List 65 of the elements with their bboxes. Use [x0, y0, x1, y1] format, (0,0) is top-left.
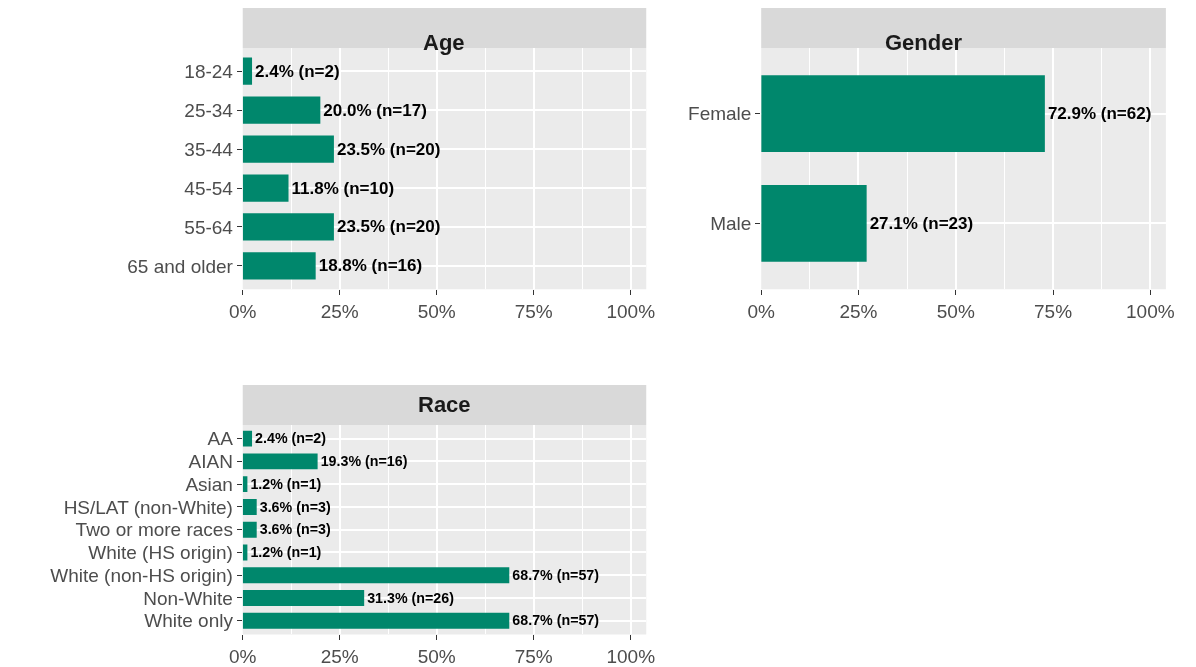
x-tick-label: 50%: [936, 301, 975, 323]
bar: [242, 498, 257, 515]
x-tick-label: 50%: [417, 646, 456, 667]
data-label: 31.3% (n=26): [367, 589, 455, 606]
chart-title: Age: [423, 30, 465, 55]
data-label: 18.8% (n=16): [318, 256, 423, 276]
data-label: 23.5% (n=20): [336, 217, 441, 237]
data-label: 3.6% (n=3): [259, 521, 331, 538]
y-tick-label: 45-54: [184, 177, 234, 199]
data-label: 23.5% (n=20): [336, 139, 441, 159]
x-tick-label: 100%: [1126, 301, 1175, 323]
data-label: 1.2% (n=1): [250, 475, 322, 492]
data-label: 2.4% (n=2): [255, 430, 327, 447]
y-tick-label: White (non-HS origin): [50, 564, 233, 586]
bar: [242, 430, 253, 447]
bar: [242, 521, 257, 538]
x-tick-label: 75%: [514, 301, 553, 323]
data-label: 3.6% (n=3): [259, 498, 331, 515]
y-tick-label: 65 and older: [127, 255, 234, 277]
y-tick-label: White only: [144, 610, 234, 632]
bar: [242, 213, 334, 241]
y-tick-label: AA: [207, 428, 234, 450]
bar: [242, 135, 334, 163]
data-label: 1.2% (n=1): [250, 544, 322, 561]
data-label: 11.8% (n=10): [291, 178, 395, 198]
bar: [242, 174, 289, 202]
y-tick-label: Male: [710, 213, 752, 235]
y-tick-label: 18-24: [184, 60, 234, 82]
y-tick-label: AIAN: [188, 451, 233, 473]
x-tick-label: 25%: [320, 646, 359, 667]
bar: [242, 567, 510, 584]
chart-title: Race: [418, 392, 471, 417]
y-tick-label: Female: [688, 103, 752, 125]
data-label: 68.7% (n=57): [512, 612, 600, 629]
x-tick-label: 0%: [229, 646, 257, 667]
x-tick-label: 100%: [606, 301, 656, 323]
bar: [242, 612, 510, 629]
x-tick-label: 25%: [839, 301, 878, 323]
y-tick-label: 35-44: [184, 138, 234, 160]
x-tick-label: 25%: [320, 301, 359, 323]
data-label: 19.3% (n=16): [320, 452, 408, 469]
bar: [242, 96, 321, 124]
x-tick-label: 0%: [229, 301, 257, 323]
bar: [242, 590, 365, 606]
y-tick-label: Asian: [185, 473, 233, 495]
bar: [242, 453, 318, 470]
bar: [242, 57, 253, 85]
y-tick-label: HS/LAT (non-White): [63, 496, 233, 518]
x-tick-label: 50%: [417, 301, 456, 323]
bar: [242, 252, 316, 280]
data-label: 2.4% (n=2): [255, 61, 340, 81]
y-tick-label: Two or more races: [75, 519, 233, 541]
data-label: 68.7% (n=57): [512, 566, 600, 583]
x-tick-label: 100%: [606, 646, 656, 667]
chart-title: Gender: [885, 30, 963, 55]
x-tick-label: 75%: [1034, 301, 1073, 323]
y-tick-label: 25-34: [184, 99, 234, 121]
data-label: 20.0% (n=17): [323, 100, 427, 120]
data-label: 72.9% (n=62): [1047, 104, 1152, 124]
x-tick-label: 0%: [747, 301, 776, 323]
y-tick-label: Non-White: [143, 587, 233, 609]
data-label: 27.1% (n=23): [869, 213, 974, 233]
y-tick-label: White (HS origin): [88, 542, 233, 564]
x-tick-label: 75%: [514, 646, 553, 667]
y-tick-label: 55-64: [184, 216, 234, 238]
